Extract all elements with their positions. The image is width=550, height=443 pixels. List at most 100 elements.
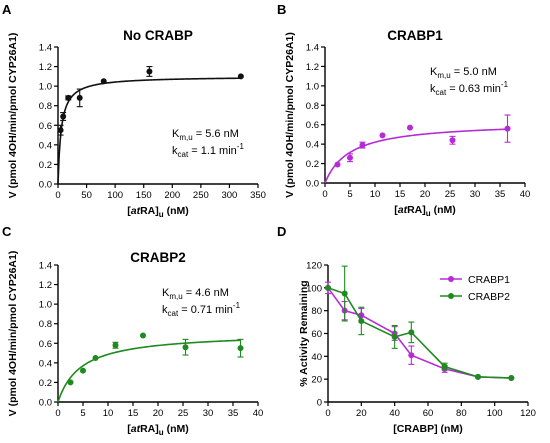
x-tick-label: 0 bbox=[325, 408, 330, 419]
kcat-sup: -1 bbox=[233, 301, 241, 310]
km-sub: m,u bbox=[437, 71, 450, 80]
chart-title: No CRABP bbox=[123, 28, 193, 43]
km-annotation: Km,u = 4.6 nM bbox=[162, 287, 229, 301]
y-tick-label: 0.8 bbox=[39, 101, 52, 112]
kcat-symbol: k bbox=[430, 83, 436, 95]
data-point bbox=[449, 137, 456, 144]
data-point bbox=[347, 154, 353, 161]
km-sub: m,u bbox=[179, 133, 192, 142]
x-axis-label: [atRA]u (nM) bbox=[127, 423, 188, 437]
legend-swatch-marker bbox=[448, 293, 454, 299]
panel-label: A bbox=[2, 2, 12, 17]
data-point bbox=[408, 329, 415, 336]
data-point bbox=[65, 94, 72, 101]
y-tick-label: 0.4 bbox=[306, 140, 319, 151]
x-tick-label: 100 bbox=[107, 190, 123, 201]
panel-a: A No CRABP 0 50 100 150 200 250 300 350 0.0 0.2 0.4 0… bbox=[2, 2, 266, 219]
legend-item: CRABP2 bbox=[440, 291, 510, 303]
x-tick-label: 10 bbox=[103, 408, 114, 419]
x-tick-label: 40 bbox=[520, 189, 531, 200]
fit-curve bbox=[57, 77, 241, 185]
chart-title: CRABP2 bbox=[130, 250, 186, 265]
km-symbol: K bbox=[162, 287, 170, 299]
x-label-part: [ bbox=[394, 204, 398, 216]
y-tick-label: 1.4 bbox=[306, 43, 319, 54]
x-tick-label: 50 bbox=[81, 190, 92, 201]
km-sub: m,u bbox=[169, 292, 182, 301]
y-tick-label: 0 bbox=[317, 398, 322, 409]
x-tick-label: 40 bbox=[389, 408, 400, 419]
y-tick-label: 0.2 bbox=[39, 378, 52, 389]
x-tick-label: 0 bbox=[55, 190, 60, 201]
y-tick-label: 0.6 bbox=[39, 121, 52, 132]
data-point bbox=[76, 94, 83, 101]
x-tick-label: 25 bbox=[445, 189, 456, 200]
data-point bbox=[325, 284, 331, 291]
kcat-annotation: kcat = 0.71 min-1 bbox=[162, 301, 241, 318]
x-tick-label: 100 bbox=[487, 408, 503, 419]
panel-c: C CRABP2 0 5 10 15 20 25 30 35 40 0.0 0.2 0.4 0.6 0.8 1.… bbox=[2, 224, 263, 437]
kcat-sub: cat bbox=[178, 150, 189, 159]
panel-label: D bbox=[277, 224, 286, 239]
y-tick-label: 0.8 bbox=[39, 319, 52, 330]
data-point bbox=[112, 342, 119, 349]
x-tick-label: 30 bbox=[203, 408, 214, 419]
x-label-sub: u bbox=[159, 428, 164, 437]
legend-swatch-marker bbox=[448, 276, 454, 282]
x-label-part: RA] bbox=[140, 205, 159, 217]
x-label-part: [ bbox=[127, 423, 131, 435]
legend-label: CRABP1 bbox=[468, 274, 510, 286]
x-tick-label: 350 bbox=[250, 190, 266, 201]
y-tick-label: 1.0 bbox=[306, 81, 319, 92]
y-tick-label: 0.4 bbox=[39, 140, 52, 151]
fit-curve bbox=[324, 128, 508, 184]
data-point bbox=[441, 363, 448, 370]
x-tick-label: 300 bbox=[221, 190, 237, 201]
km-annotation: Km,u = 5.6 nM bbox=[172, 128, 239, 142]
data-point bbox=[237, 345, 244, 352]
x-tick-label: 20 bbox=[153, 408, 164, 419]
x-axis-label: [atRA]u (nM) bbox=[127, 205, 188, 219]
y-axis-label: V (pmol 4OH/min/pmol CYP26A1) bbox=[7, 251, 19, 417]
data-point bbox=[408, 352, 415, 359]
x-tick-label: 200 bbox=[164, 190, 180, 201]
y-tick-label: 0.8 bbox=[306, 101, 319, 112]
panel-label: B bbox=[277, 2, 286, 17]
y-tick-label: 20 bbox=[311, 375, 322, 386]
x-label-italic: at bbox=[398, 204, 408, 216]
x-axis-label: [atRA]u (nM) bbox=[394, 204, 455, 218]
y-axis-label: V (pmol 4OH/min/pmol CYP26A1) bbox=[7, 33, 19, 199]
y-tick-label: 1.2 bbox=[306, 62, 319, 73]
x-tick-label: 15 bbox=[128, 408, 139, 419]
y-tick-label: 1.2 bbox=[39, 62, 52, 73]
y-tick-label: 0.0 bbox=[39, 180, 52, 191]
x-tick-label: 80 bbox=[456, 408, 467, 419]
kcat-value: = 0.63 min bbox=[446, 83, 501, 95]
y-tick-label: 80 bbox=[311, 306, 322, 317]
kcat-sub: cat bbox=[436, 88, 447, 97]
x-tick-label: 5 bbox=[80, 408, 85, 419]
x-axis-label: [CRABP] (nM) bbox=[393, 423, 462, 435]
kcat-value: = 1.1 min bbox=[188, 145, 237, 157]
data-point bbox=[67, 379, 74, 386]
data-point bbox=[140, 332, 146, 339]
data-point bbox=[359, 142, 366, 149]
series-line bbox=[327, 287, 512, 379]
kcat-annotation: kcat = 1.1 min-1 bbox=[172, 142, 244, 159]
kcat-sup: -1 bbox=[501, 80, 509, 89]
legend-label: CRABP2 bbox=[468, 291, 510, 303]
y-axis-label: % Activity Remaining bbox=[298, 280, 310, 386]
kcat-symbol: k bbox=[172, 145, 178, 157]
x-label-unit: (nM) bbox=[164, 423, 189, 435]
x-tick-label: 15 bbox=[395, 189, 406, 200]
data-point bbox=[100, 78, 107, 85]
y-tick-label: 120 bbox=[306, 261, 322, 272]
y-tick-label: 0.0 bbox=[306, 179, 319, 190]
x-label-unit: (nM) bbox=[431, 204, 456, 216]
x-tick-label: 0 bbox=[322, 189, 327, 200]
legend-item: CRABP1 bbox=[440, 274, 510, 286]
km-value: = 4.6 nM bbox=[183, 287, 229, 299]
data-point bbox=[334, 161, 341, 168]
x-tick-label: 10 bbox=[370, 189, 381, 200]
